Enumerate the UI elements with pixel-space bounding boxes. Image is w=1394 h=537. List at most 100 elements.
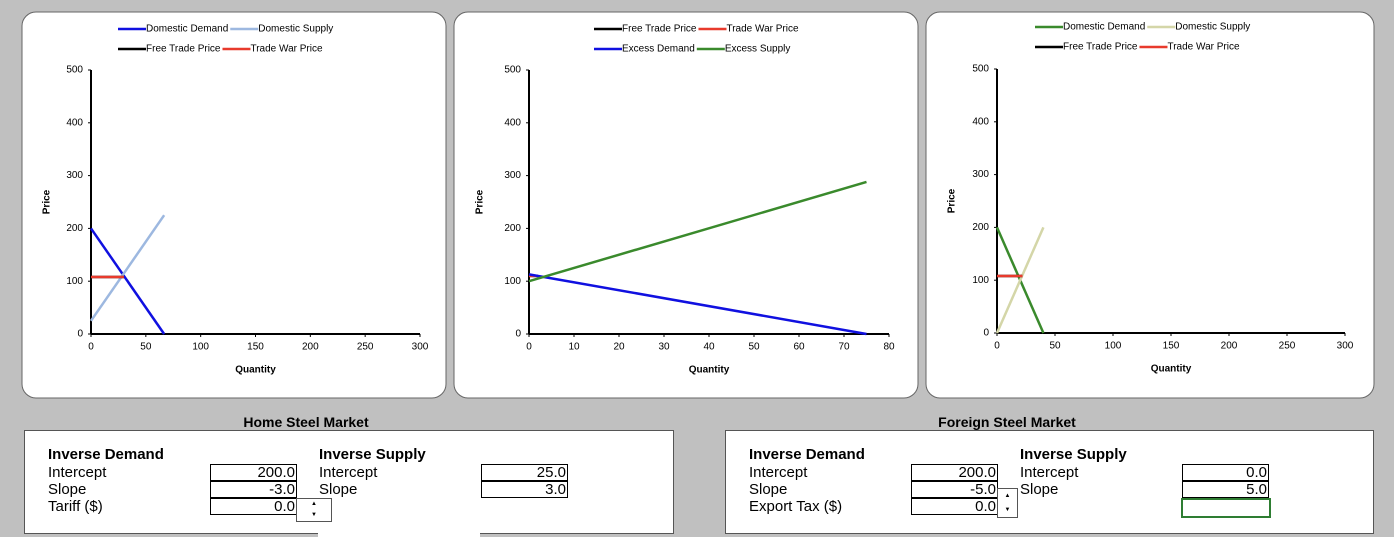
series-line [528, 273, 867, 336]
x-tick-label: 150 [1163, 341, 1180, 352]
x-tick-label: 50 [140, 342, 152, 353]
page-title: Simulation of the Effect of a Trade War [560, 0, 835, 4]
x-tick-label: 70 [838, 342, 850, 353]
charts: Simulation of the Effect of a Trade War … [21, 0, 1375, 399]
legend-label: Excess Demand [622, 44, 695, 55]
x-tick-label: 40 [703, 342, 715, 353]
legend-label: Domestic Supply [1175, 22, 1250, 33]
input-cell[interactable]: 200.0 [911, 464, 998, 481]
input-cell[interactable]: 0.0 [911, 498, 998, 515]
legend-label: Excess Supply [725, 44, 791, 55]
legend-label: Domestic Supply [258, 24, 333, 35]
x-tick-label: 0 [88, 342, 94, 353]
y-tick-label: 500 [66, 65, 83, 76]
y-tick-label: 200 [972, 222, 989, 233]
y-tick-label: 300 [66, 170, 83, 181]
row-label: Export Tax ($) [749, 498, 843, 515]
home-panel [24, 430, 674, 534]
x-tick-label: 50 [1049, 341, 1061, 352]
row-label: Slope [749, 481, 788, 498]
x-tick-label: 20 [613, 342, 625, 353]
x-tick-label: 100 [1105, 341, 1122, 352]
x-axis-label: Quantity [689, 365, 730, 376]
series-line [89, 214, 166, 322]
x-tick-label: 80 [883, 342, 895, 353]
spinner[interactable]: ▲ ▼ [296, 498, 332, 522]
y-tick-label: 200 [66, 223, 83, 234]
row-label: Intercept [1020, 464, 1079, 481]
y-tick-label: 0 [983, 328, 989, 339]
x-tick-label: 250 [357, 342, 374, 353]
input-cell[interactable]: 3.0 [481, 481, 568, 498]
input-cell[interactable]: 0.0 [1182, 464, 1269, 481]
spinner[interactable]: ▲ ▼ [997, 488, 1018, 518]
x-tick-label: 300 [412, 342, 429, 353]
market-title: Home Steel Market [243, 414, 369, 430]
chart-frame [453, 11, 919, 399]
y-tick-label: 500 [504, 65, 521, 76]
input-cell[interactable]: 5.0 [1182, 481, 1269, 498]
x-axis-label: Quantity [1151, 364, 1192, 375]
y-tick-label: 100 [972, 275, 989, 286]
x-tick-label: 50 [748, 342, 760, 353]
row-label: Slope [319, 481, 358, 498]
x-tick-label: 60 [793, 342, 805, 353]
y-tick-label: 200 [504, 223, 521, 234]
series-line [89, 227, 166, 335]
x-tick-label: 0 [994, 341, 1000, 352]
x-tick-label: 300 [1337, 341, 1354, 352]
legend-label: Trade War Price [1167, 42, 1239, 53]
legend-label: Free Trade Price [146, 44, 221, 55]
legend-label: Trade War Price [250, 44, 322, 55]
x-tick-label: 150 [247, 342, 264, 353]
y-tick-label: 300 [972, 169, 989, 180]
x-tick-label: 200 [1221, 341, 1238, 352]
row-label: Intercept [319, 464, 378, 481]
input-cell[interactable]: -3.0 [210, 481, 297, 498]
legend-label: Domestic Demand [146, 24, 228, 35]
section-heading: Inverse Supply [319, 446, 426, 463]
x-axis-label: Quantity [235, 365, 276, 376]
x-tick-label: 100 [192, 342, 209, 353]
input-cell[interactable]: -5.0 [911, 481, 998, 498]
legend-label: Free Trade Price [622, 24, 697, 35]
x-tick-label: 200 [302, 342, 319, 353]
y-axis-label: Price [475, 189, 486, 214]
series-line [995, 226, 1045, 334]
y-tick-label: 500 [972, 64, 989, 75]
row-label: Slope [1020, 481, 1059, 498]
market-title: Foreign Steel Market [938, 414, 1076, 430]
series-line [528, 180, 867, 283]
x-tick-label: 30 [658, 342, 670, 353]
x-tick-label: 10 [568, 342, 580, 353]
input-cell[interactable]: 0.0 [210, 498, 297, 515]
row-label: Intercept [749, 464, 808, 481]
y-axis-label: Price [947, 188, 958, 213]
x-tick-label: 250 [1279, 341, 1296, 352]
legend-label: Free Trade Price [1063, 42, 1138, 53]
input-cell[interactable]: 200.0 [210, 464, 297, 481]
legend-label: Domestic Demand [1063, 22, 1145, 33]
y-tick-label: 100 [504, 276, 521, 287]
section-heading: Inverse Supply [1020, 446, 1127, 463]
x-tick-label: 0 [526, 342, 532, 353]
y-tick-label: 400 [972, 116, 989, 127]
section-heading: Inverse Demand [48, 446, 164, 463]
row-label: Slope [48, 481, 87, 498]
y-tick-label: 300 [504, 170, 521, 181]
row-label: Tariff ($) [48, 498, 103, 515]
y-tick-label: 400 [66, 117, 83, 128]
cell-edge [318, 533, 480, 537]
row-label: Intercept [48, 464, 107, 481]
chart-frame [21, 11, 447, 399]
y-tick-label: 100 [66, 276, 83, 287]
y-axis-label: Price [42, 189, 53, 214]
y-tick-label: 400 [504, 117, 521, 128]
y-tick-label: 0 [515, 329, 521, 340]
y-tick-label: 0 [77, 329, 83, 340]
input-cell[interactable]: 25.0 [481, 464, 568, 481]
selected-cell [1181, 498, 1271, 518]
section-heading: Inverse Demand [749, 446, 865, 463]
chart-frame [925, 11, 1375, 399]
